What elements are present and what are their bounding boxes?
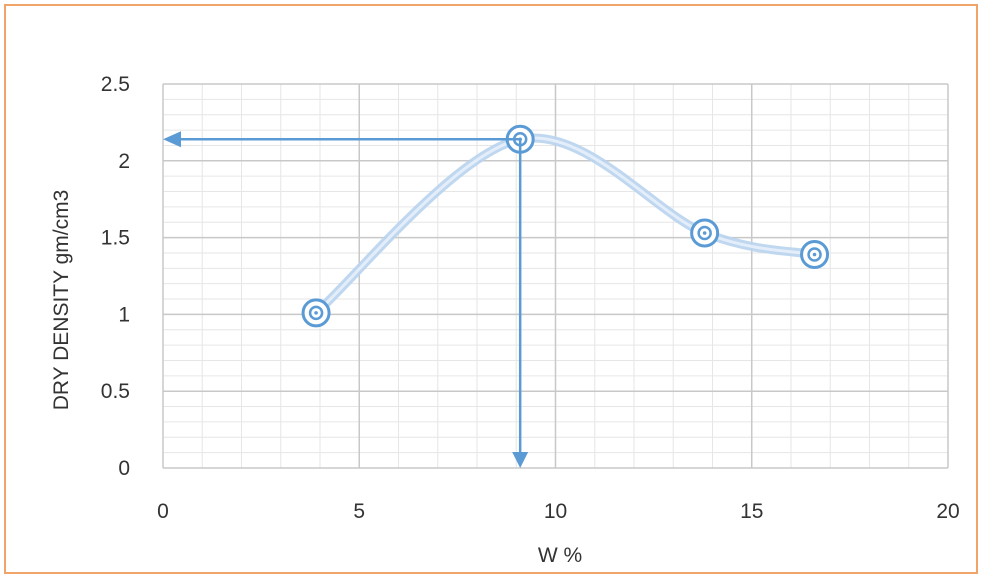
x-axis-label: W % [538,544,582,567]
data-point-center [314,311,318,315]
data-point-inner [308,305,324,321]
y-tick-label: 2 [118,150,130,173]
data-point-inner [807,247,822,262]
data-point-center [812,252,817,257]
y-axis-label: DRY DENSITY gm/cm3 [50,190,73,411]
data-series [301,124,830,328]
y-tick-label: 0 [118,457,130,480]
x-tick-label: 15 [740,500,763,523]
series-line-highlight [314,136,817,315]
data-point-inner [697,225,712,241]
y-tick-label: 0.5 [101,380,130,403]
data-point-center [702,231,707,235]
x-tick-label: 20 [936,500,959,523]
annotation-arrows [163,131,529,468]
x-tick-label: 5 [353,500,365,523]
x-tick-label: 10 [544,500,567,523]
series-line [311,133,820,318]
arrow-vertical-head [512,452,529,468]
major-gridlines [162,83,949,469]
data-point [690,218,720,248]
tick-labels: 0 5 10 15 20 0 0.5 1 1.5 2 2.5 [101,73,960,523]
arrow-horizontal-head [163,131,181,148]
data-point [800,239,830,269]
y-tick-label: 2.5 [101,73,130,96]
x-tick-label: 0 [157,500,169,523]
data-point [301,298,331,328]
y-tick-label: 1 [118,303,130,326]
y-tick-label: 1.5 [101,227,130,250]
